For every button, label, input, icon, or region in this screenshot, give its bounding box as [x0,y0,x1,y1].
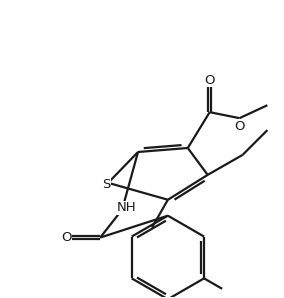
Text: S: S [102,178,110,191]
Text: O: O [61,231,72,244]
Text: NH: NH [116,201,136,214]
Text: O: O [234,119,245,133]
Text: O: O [204,74,215,87]
